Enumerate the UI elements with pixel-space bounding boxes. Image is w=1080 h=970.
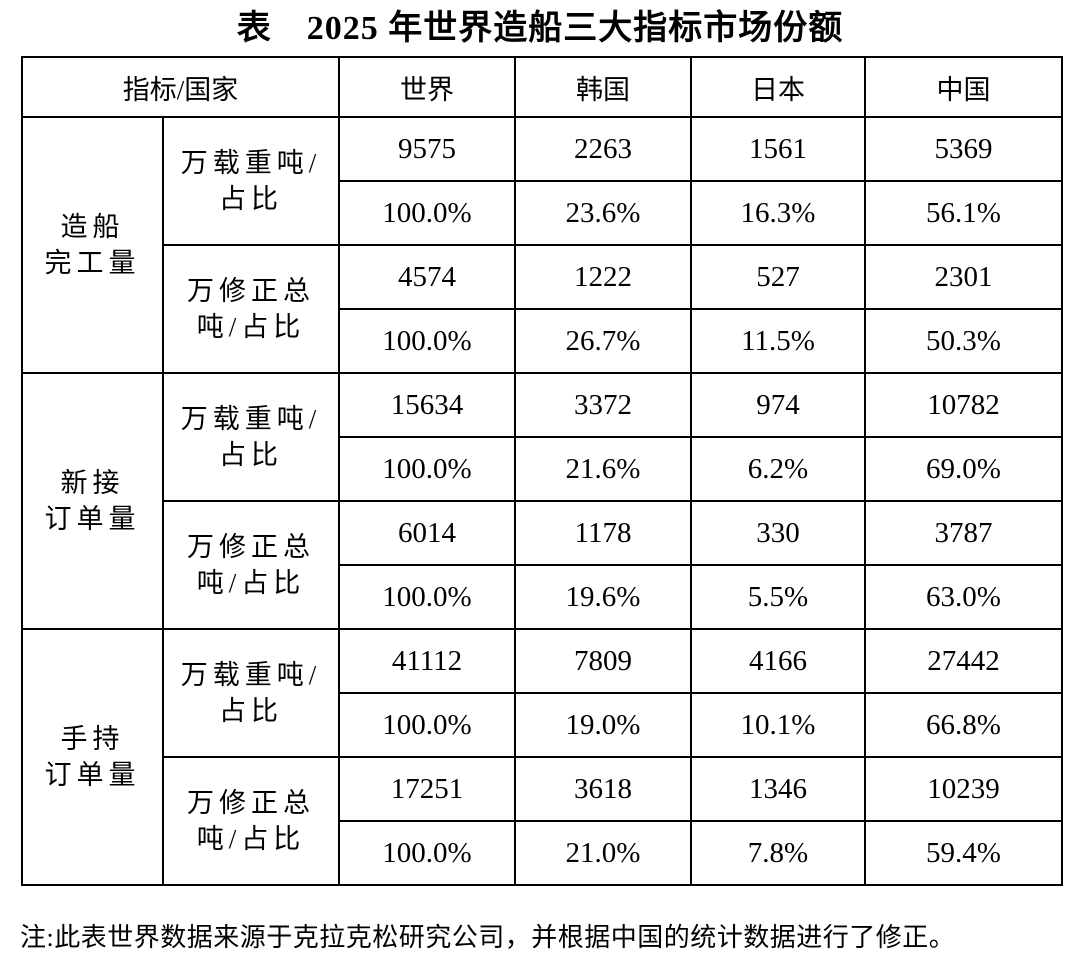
share-cell: 21.0% — [514, 820, 693, 886]
share-cell: 21.6% — [514, 436, 693, 502]
metric-label-line: 万载重吨/ — [180, 660, 322, 690]
header-row: 指标/国家 世界 韩国 日本 中国 — [20, 56, 1064, 118]
value-cell: 7809 — [514, 628, 693, 694]
value-cell: 1178 — [514, 500, 693, 566]
metric-label-line: 占比 — [219, 696, 283, 726]
group-label-shipbuilding-completions: 造船 完工量 — [21, 116, 164, 374]
group-label-line: 新接 — [60, 468, 125, 498]
value-cell: 6014 — [338, 500, 517, 566]
group-label-line: 手持 — [60, 724, 125, 754]
value-cell: 1222 — [514, 244, 693, 310]
table-row: 万修正总 吨/占比 17251 3618 1346 10239 — [22, 756, 1064, 886]
metric-label-cgt: 万修正总 吨/占比 — [161, 244, 341, 374]
value-cell: 4166 — [690, 628, 867, 694]
metric-label-line: 占比 — [219, 440, 283, 470]
table-row: 100.0% 26.7% 11.5% 50.3% — [22, 308, 1064, 374]
group-label-line: 订单量 — [44, 504, 141, 534]
table-title: 表 2025 年世界造船三大指标市场份额 — [236, 10, 844, 47]
value-cell: 974 — [690, 372, 867, 438]
table-row: 100.0% 19.6% 5.5% 63.0% — [22, 564, 1064, 630]
table-row: 100.0% 23.6% 16.3% 56.1% — [22, 180, 1064, 246]
group-label-line: 造船 — [60, 212, 125, 242]
metric-label-line: 万修正总 — [187, 532, 315, 562]
group-label-new-orders: 新接 订单量 — [21, 372, 164, 630]
metric-label-cgt: 万修正总 吨/占比 — [161, 500, 341, 630]
share-cell: 23.6% — [514, 180, 693, 246]
value-cell: 3372 — [514, 372, 693, 438]
value-cell: 10239 — [864, 756, 1064, 822]
table-row: 100.0% 19.0% 10.1% 66.8% — [22, 692, 1064, 758]
share-cell: 50.3% — [864, 308, 1064, 374]
share-cell: 10.1% — [690, 692, 867, 758]
value-cell: 3787 — [864, 500, 1064, 566]
share-cell: 100.0% — [338, 692, 517, 758]
metric-label-line: 万载重吨/ — [180, 404, 322, 434]
metric-label-cgt: 万修正总 吨/占比 — [161, 756, 341, 886]
metric-label-dwt: 万载重吨/ 占比 — [161, 372, 341, 502]
value-cell: 41112 — [338, 628, 517, 694]
share-cell: 6.2% — [690, 436, 867, 502]
value-cell: 3618 — [514, 756, 693, 822]
value-cell: 4574 — [338, 244, 517, 310]
share-cell: 63.0% — [864, 564, 1064, 630]
share-cell: 100.0% — [338, 436, 517, 502]
metric-label-line: 万修正总 — [187, 788, 315, 818]
metric-label-dwt: 万载重吨/ 占比 — [161, 628, 341, 758]
value-cell: 1561 — [690, 116, 867, 182]
header-world: 世界 — [338, 56, 517, 118]
value-cell: 9575 — [338, 116, 517, 182]
metric-label-line: 万修正总 — [187, 276, 315, 306]
value-cell: 1346 — [690, 756, 867, 822]
table-row: 新接 订单量 万载重吨/ 占比 15634 3372 974 10782 — [21, 372, 1064, 630]
value-cell: 330 — [690, 500, 867, 566]
share-cell: 19.6% — [514, 564, 693, 630]
table-row: 手持 订单量 万载重吨/ 占比 41112 7809 4166 27442 — [21, 628, 1064, 886]
metric-label-line: 吨/占比 — [196, 824, 306, 854]
share-cell: 100.0% — [338, 564, 517, 630]
share-cell: 7.8% — [690, 820, 867, 886]
share-cell: 11.5% — [690, 308, 867, 374]
share-cell: 16.3% — [690, 180, 867, 246]
share-cell: 5.5% — [690, 564, 867, 630]
value-cell: 527 — [690, 244, 867, 310]
share-cell: 59.4% — [864, 820, 1064, 886]
group-label-line: 订单量 — [44, 760, 141, 790]
corner-header-cell: 指标/国家 — [20, 56, 341, 118]
share-cell: 100.0% — [338, 180, 517, 246]
share-cell: 69.0% — [864, 436, 1064, 502]
value-cell: 15634 — [338, 372, 517, 438]
share-cell: 66.8% — [864, 692, 1064, 758]
table-row: 万修正总 吨/占比 4574 1222 527 2301 — [22, 244, 1064, 374]
footnote: 注:此表世界数据来源于克拉克松研究公司，并根据中国的统计数据进行了修正。 — [20, 923, 956, 952]
metric-label-line: 万载重吨/ — [180, 148, 322, 178]
value-cell: 10782 — [864, 372, 1064, 438]
share-cell: 100.0% — [338, 820, 517, 886]
share-cell: 26.7% — [514, 308, 693, 374]
share-cell: 100.0% — [338, 308, 517, 374]
metric-label-dwt: 万载重吨/ 占比 — [161, 116, 341, 246]
value-cell: 5369 — [864, 116, 1064, 182]
market-share-table: 指标/国家 世界 韩国 日本 中国 造船 完工量 万载重吨/ 占比 9575 2… — [20, 56, 1064, 886]
share-cell: 56.1% — [864, 180, 1064, 246]
table-row: 造船 完工量 万载重吨/ 占比 9575 2263 1561 5369 — [21, 116, 1064, 374]
header-japan: 日本 — [690, 56, 867, 118]
table-row: 100.0% 21.0% 7.8% 59.4% — [22, 820, 1064, 886]
table-row: 万修正总 吨/占比 6014 1178 330 3787 — [22, 500, 1064, 630]
value-cell: 17251 — [338, 756, 517, 822]
share-cell: 19.0% — [514, 692, 693, 758]
group-label-orders-on-hand: 手持 订单量 — [21, 628, 164, 886]
metric-label-line: 吨/占比 — [196, 312, 306, 342]
value-cell: 2301 — [864, 244, 1064, 310]
metric-label-line: 占比 — [219, 184, 283, 214]
header-china: 中国 — [864, 56, 1064, 118]
header-korea: 韩国 — [514, 56, 693, 118]
group-label-line: 完工量 — [44, 248, 141, 278]
table-row: 100.0% 21.6% 6.2% 69.0% — [22, 436, 1064, 502]
value-cell: 2263 — [514, 116, 693, 182]
value-cell: 27442 — [864, 628, 1064, 694]
metric-label-line: 吨/占比 — [196, 568, 306, 598]
